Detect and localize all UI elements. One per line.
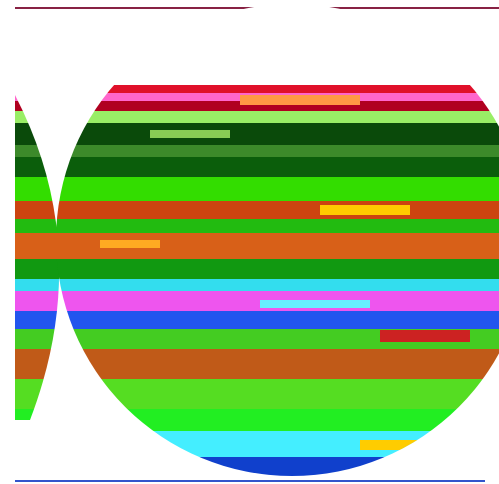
bottom-edge	[15, 480, 485, 482]
